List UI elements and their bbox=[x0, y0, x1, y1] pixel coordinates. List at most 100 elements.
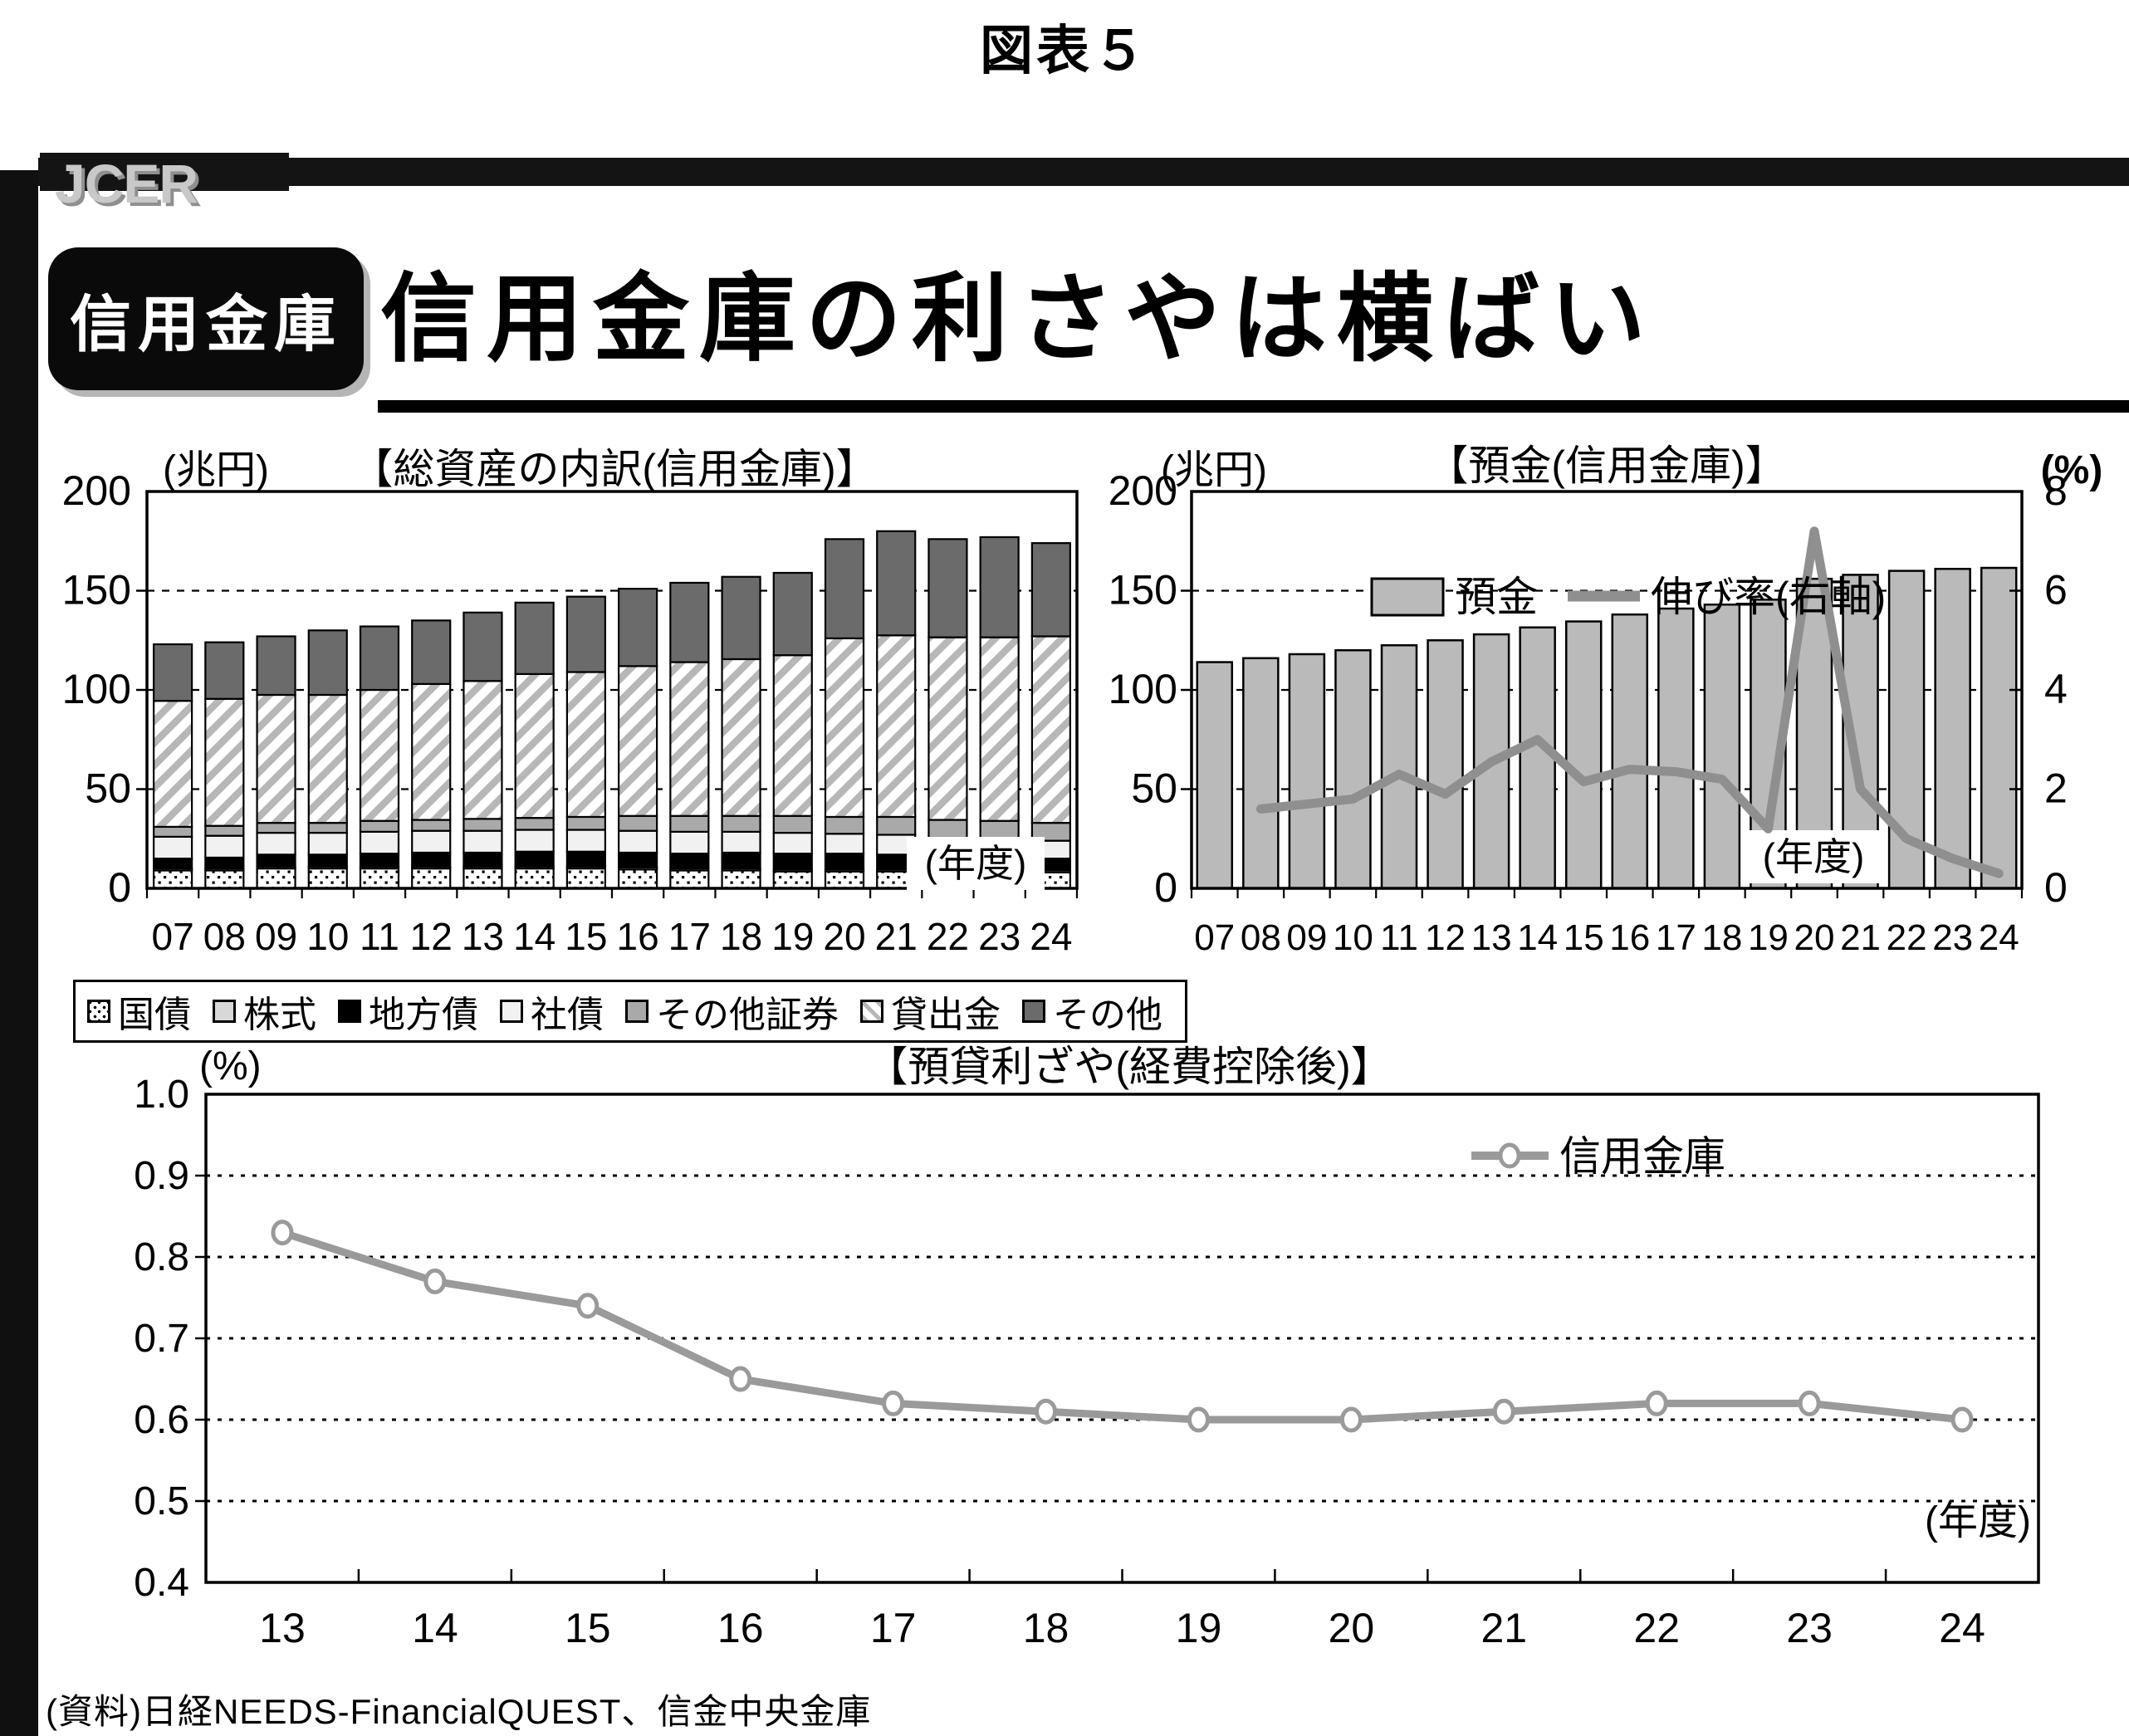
deposit-bar bbox=[1242, 657, 1280, 890]
bar-segment-その他 bbox=[876, 530, 917, 637]
x-tick-label: 16 bbox=[717, 1605, 764, 1651]
data-point-marker bbox=[1950, 1406, 1974, 1433]
bar-segment-その他 bbox=[669, 581, 710, 663]
x-tick-label: 07 bbox=[152, 915, 194, 958]
legend-label: 地方債 bbox=[369, 995, 478, 1035]
x-tick-label: 14 bbox=[513, 915, 555, 958]
deposit-bar bbox=[1934, 567, 1971, 890]
chart-title: 【預貸利ざや(経費控除後)】 bbox=[866, 1044, 1392, 1090]
bar-segment-社債 bbox=[514, 829, 555, 853]
x-tick-label: 20 bbox=[1794, 917, 1835, 958]
bar-segment-その他証券 bbox=[256, 822, 296, 834]
bar-segment-地方債 bbox=[256, 853, 296, 868]
bar-segment-地方債 bbox=[721, 851, 761, 870]
bar-segment-貸出金 bbox=[1030, 635, 1071, 824]
deposits-chart: 07 08 09 10 11 12 13 14 15 16 17 18 19 20 21 22 23 240501… bbox=[1109, 443, 2103, 958]
bar-segment-国債 bbox=[359, 867, 400, 890]
legend-swatch-icon bbox=[87, 1000, 110, 1023]
legend-bar-swatch-icon bbox=[1370, 577, 1445, 617]
y-tick-label: 100 bbox=[62, 666, 131, 712]
bar-segment-社債 bbox=[307, 831, 348, 856]
bar-segment-国債 bbox=[514, 867, 555, 890]
x-tick-label: 13 bbox=[259, 1605, 306, 1651]
legend-label: 株式 bbox=[243, 995, 316, 1035]
bar-segment-国債 bbox=[721, 869, 761, 890]
bar-segment-社債 bbox=[256, 831, 296, 856]
bar-segment-国債 bbox=[153, 869, 193, 890]
bar-segment-その他証券 bbox=[463, 818, 503, 832]
x-tick-label: 21 bbox=[1840, 917, 1881, 958]
left-black-strip bbox=[0, 170, 38, 1736]
data-point-marker bbox=[271, 1220, 294, 1246]
x-tick-label: 24 bbox=[1979, 917, 2019, 958]
legend-swatch-icon bbox=[1022, 1000, 1045, 1023]
bar-segment-その他 bbox=[204, 641, 245, 700]
category-badge-label: 信用金庫 bbox=[70, 289, 342, 359]
left-y-tick-label: 50 bbox=[1131, 765, 1177, 812]
x-tick-label: 23 bbox=[1786, 1605, 1833, 1651]
bar-segment-その他証券 bbox=[824, 815, 865, 835]
x-tick-label: 18 bbox=[720, 915, 762, 958]
legend-item: 地方債 bbox=[338, 985, 478, 1038]
deposit-bar bbox=[1196, 661, 1234, 890]
bar-segment-社債 bbox=[153, 835, 193, 860]
legend-item: その他 bbox=[1022, 985, 1162, 1038]
right-axis-unit-label: (%) bbox=[2041, 448, 2103, 492]
bar-segment-その他証券 bbox=[153, 825, 193, 838]
left-y-tick-label: 0 bbox=[1154, 864, 1177, 911]
y-tick-label: 0.6 bbox=[134, 1398, 189, 1442]
bar-segment-貸出金 bbox=[618, 665, 658, 817]
bar-segment-その他 bbox=[1030, 542, 1071, 638]
deposit-bar bbox=[1427, 639, 1464, 890]
x-tick-label: 17 bbox=[870, 1605, 917, 1651]
bar-segment-地方債 bbox=[359, 853, 400, 868]
bar-segment-その他証券 bbox=[876, 815, 917, 836]
data-point-marker bbox=[576, 1293, 600, 1319]
bar-segment-その他 bbox=[256, 635, 296, 697]
bar-segment-国債 bbox=[307, 867, 348, 890]
nendo-box bbox=[907, 837, 1045, 890]
bar-segment-その他証券 bbox=[669, 814, 710, 833]
right-y-tick-label: 4 bbox=[2044, 666, 2068, 712]
bar-segment-地方債 bbox=[204, 856, 245, 870]
deposit-bar bbox=[1380, 643, 1418, 890]
y-tick-label: 50 bbox=[85, 765, 131, 812]
bar-segment-その他 bbox=[824, 538, 865, 639]
x-tick-label: 24 bbox=[1939, 1605, 1985, 1651]
chart-title: 【総資産の内訳(信用金庫)】 bbox=[351, 446, 877, 492]
bar-segment-地方債 bbox=[669, 853, 710, 870]
legend-item: 株式 bbox=[213, 985, 316, 1038]
bar-segment-その他 bbox=[618, 588, 658, 668]
bar-segment-社債 bbox=[618, 829, 658, 854]
figure-label: 図表５ bbox=[980, 21, 1149, 81]
bar-segment-その他証券 bbox=[721, 814, 761, 833]
bar-segment-貸出金 bbox=[153, 700, 193, 829]
y-tick-label: 200 bbox=[62, 467, 131, 514]
data-point-marker bbox=[882, 1390, 905, 1416]
bar-segment-その他証券 bbox=[772, 814, 813, 834]
legend-label: 国債 bbox=[118, 995, 191, 1035]
bar-segment-貸出金 bbox=[824, 637, 865, 819]
bar-segment-社債 bbox=[411, 829, 452, 854]
deposit-bar bbox=[1519, 626, 1556, 890]
bar-segment-国債 bbox=[772, 870, 813, 890]
x-tick-label: 07 bbox=[1194, 917, 1235, 958]
deposit-bar bbox=[1980, 566, 2018, 890]
x-tick-label: 08 bbox=[1241, 917, 1281, 958]
bar-segment-国債 bbox=[256, 867, 296, 890]
deposit-bar bbox=[1611, 613, 1649, 890]
x-tick-label: 18 bbox=[1701, 917, 1742, 958]
bar-segment-貸出金 bbox=[463, 680, 503, 820]
deposit-bar bbox=[1703, 603, 1741, 890]
y-tick-label: 1.0 bbox=[134, 1073, 189, 1117]
x-tick-label: 15 bbox=[565, 1605, 611, 1651]
legend-swatch-icon bbox=[625, 1000, 648, 1023]
data-point-marker bbox=[729, 1366, 752, 1392]
x-tick-label: 08 bbox=[203, 915, 246, 958]
bar-segment-地方債 bbox=[153, 858, 193, 870]
deposit-bar bbox=[1657, 607, 1695, 890]
bar-segment-貸出金 bbox=[669, 661, 710, 817]
bar-segment-その他証券 bbox=[565, 815, 606, 831]
category-badge: 信用金庫 bbox=[48, 247, 364, 390]
bar-segment-社債 bbox=[565, 829, 606, 853]
